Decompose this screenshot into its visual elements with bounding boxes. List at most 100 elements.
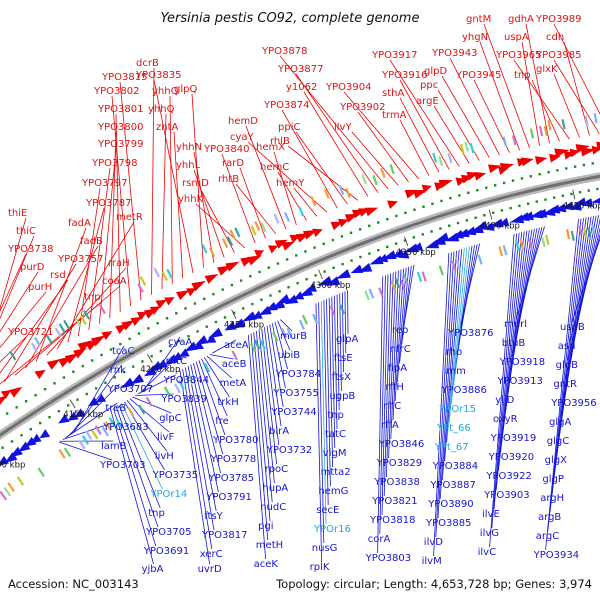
- tick-dot: [502, 181, 506, 185]
- gene-label-reverse: murB: [280, 331, 307, 342]
- kbp-label: 4200 kbp: [140, 365, 180, 375]
- tick-dot: [526, 202, 530, 205]
- callout-line-top: [193, 151, 215, 263]
- tick-dot: [305, 278, 308, 281]
- reverse-gene-arrow: [483, 222, 495, 231]
- gene-label-forward: YPO3800: [97, 122, 143, 133]
- callout-line-bottom: [493, 232, 520, 510]
- gene-label-reverse: trkH: [217, 397, 238, 408]
- gene-label-reverse: tcaC: [112, 346, 135, 357]
- gene-label-forward: rhtB: [218, 174, 239, 185]
- forward-gene-arrow: [274, 239, 288, 249]
- tick-dot: [43, 388, 47, 391]
- gene-label-reverse: YPO3821: [371, 496, 417, 507]
- kbp-tick: [318, 269, 323, 280]
- gene-label-reverse: rhtC: [166, 356, 187, 367]
- tick-dot: [62, 376, 66, 379]
- forward-gene-arrow: [176, 290, 190, 301]
- tick-dot: [196, 330, 199, 333]
- outer-feature-bar: [221, 238, 229, 249]
- tick-dot: [323, 270, 326, 273]
- tick-dot: [439, 227, 442, 230]
- forward-gene-arrow: [90, 335, 106, 347]
- gene-label-forward: thiC: [16, 226, 36, 237]
- tick-dot: [421, 233, 424, 236]
- tick-dot: [267, 266, 270, 269]
- tick-dot: [529, 175, 533, 178]
- gene-label-forward: YPO3802: [93, 86, 139, 97]
- gene-label-reverse: YPO3683: [102, 422, 148, 433]
- outer-feature-bar: [469, 143, 475, 154]
- tick-dot: [358, 228, 362, 231]
- tick-dot: [34, 393, 37, 397]
- reverse-gene-arrow: [207, 327, 223, 339]
- gene-label-reverse: glgP: [542, 474, 564, 485]
- tick-dot: [395, 214, 398, 218]
- callout-line-bottom: [280, 319, 293, 332]
- callout-line-bottom: [263, 327, 280, 446]
- gene-label-forward: fadA: [68, 218, 91, 229]
- tick-dot: [587, 189, 590, 192]
- reverse-gene-arrow: [521, 211, 534, 221]
- callout-line-bottom: [113, 408, 157, 547]
- tick-dot: [535, 200, 538, 203]
- gene-label-reverse: YPO3890: [427, 499, 473, 510]
- forward-gene-arrow: [9, 386, 23, 398]
- reverse-gene-arrow: [74, 408, 86, 418]
- forward-gene-arrow: [487, 164, 502, 174]
- tick-dot: [538, 173, 541, 176]
- gene-label-reverse: YPO3839: [160, 394, 206, 405]
- callout-line-bottom: [341, 292, 344, 373]
- reverse-gene-arrow: [193, 340, 204, 350]
- tick-dot: [456, 221, 460, 225]
- callout-line-bottom: [326, 298, 331, 487]
- callout-line-bottom: [397, 267, 407, 383]
- callout-line-top: [239, 167, 266, 239]
- gene-label-forward: metR: [116, 212, 143, 223]
- callout-line-bottom: [437, 251, 455, 519]
- callout-line-bottom: [489, 234, 515, 548]
- gene-label-reverse: YPO3778: [210, 454, 256, 465]
- inner-feature-bar: [108, 417, 116, 427]
- reverse-gene-arrow: [17, 441, 31, 452]
- gene-label-reverse: YPO3884: [432, 461, 478, 472]
- callout-line-bottom: [390, 270, 399, 440]
- tick-dot: [570, 192, 573, 196]
- outer-feature-bar: [547, 120, 552, 131]
- gene-label-reverse: YPO3735: [152, 470, 198, 481]
- reverse-gene-arrow: [335, 269, 351, 279]
- callout-line-bottom: [383, 273, 392, 497]
- callout-line-top: [119, 81, 142, 301]
- callout-line-bottom: [255, 330, 273, 503]
- outer-feature-bar: [593, 113, 598, 124]
- callout-line-bottom: [401, 265, 412, 345]
- gene-label-reverse: rep: [392, 325, 408, 336]
- callout-line-bottom: [498, 231, 525, 472]
- inner-feature-bar: [400, 279, 406, 290]
- gene-label-forward: rsd: [50, 270, 66, 281]
- gene-label-reverse: yjbA: [142, 564, 164, 575]
- tick-dot: [331, 238, 335, 242]
- gene-label-reverse: glgX: [545, 455, 567, 466]
- gene-label-forward: yhhQ: [152, 86, 179, 97]
- callout-line-top: [46, 267, 127, 356]
- outer-feature-bar: [63, 319, 71, 330]
- tick-dot: [258, 270, 261, 274]
- tick-dot: [413, 208, 416, 211]
- reverse-gene-arrow: [156, 359, 168, 369]
- kbp-label: 4350 kbp: [396, 248, 436, 258]
- inner-feature-bar: [115, 418, 123, 429]
- callout-line-bottom: [193, 362, 221, 474]
- gene-label-reverse: YPO3732: [266, 445, 312, 456]
- outer-feature-bar: [234, 227, 241, 238]
- outer-feature-bar: [260, 222, 267, 233]
- gene-label-reverse: YPO3744: [270, 407, 316, 418]
- tick-dot: [509, 206, 512, 210]
- callout-line-bottom: [453, 245, 473, 386]
- forward-gene-arrow: [186, 288, 197, 297]
- reverse-gene-arrow: [4, 452, 18, 463]
- gene-label-reverse: YPO3818: [369, 515, 415, 526]
- gene-label-reverse: YPO3784: [275, 369, 321, 380]
- gene-label-reverse: rplK: [310, 562, 330, 573]
- callout-line-top: [553, 23, 600, 115]
